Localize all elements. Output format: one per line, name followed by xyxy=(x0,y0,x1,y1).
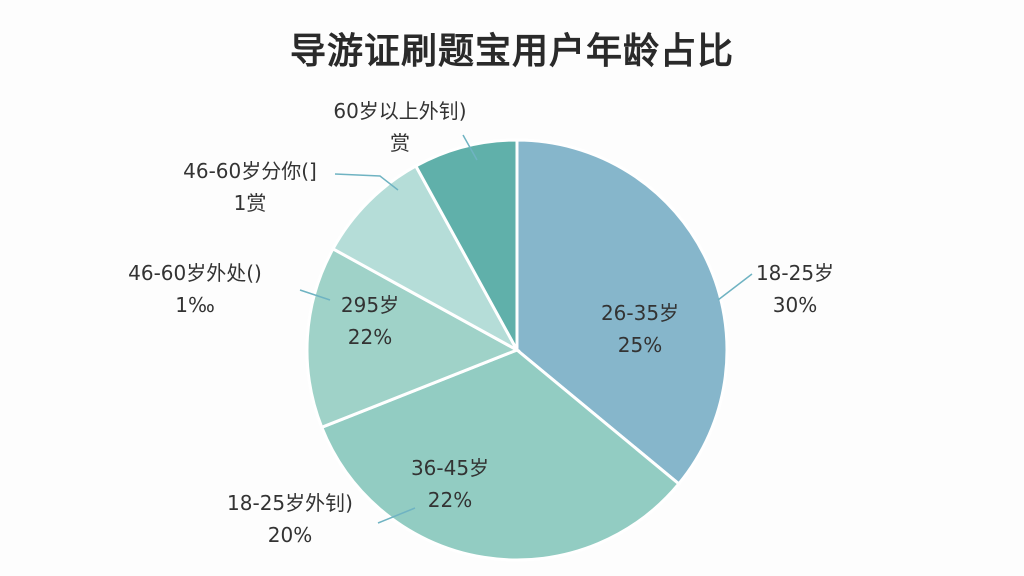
slice-outer-label-2-0: 46-60岁外处() xyxy=(128,261,262,285)
slice-outer-label-1-0: 18-25岁外钊) xyxy=(227,491,353,515)
pie-slice-0 xyxy=(515,138,729,486)
pie-slice-1 xyxy=(319,348,681,562)
slice-outer-label-3-1: 1赏 xyxy=(234,191,267,215)
slice-outer-label-4-0: 60岁以上外钊) xyxy=(333,99,466,123)
slice-outer-label-4-1: 赏 xyxy=(390,131,410,155)
slice-outer-label-0-1: 30% xyxy=(773,293,817,317)
slice-inner-label-0-0: 26-35岁 xyxy=(601,301,679,325)
leader-line-4 xyxy=(462,134,478,161)
slice-outer-label-2-1: 1‰ xyxy=(175,293,215,317)
slice-outer-label-1-1: 20% xyxy=(268,523,312,547)
leader-line-0 xyxy=(717,273,753,301)
slice-inner-label-2-0: 295岁 xyxy=(341,293,399,317)
slice-outer-label-3-0: 46-60岁分你(] xyxy=(183,159,317,183)
pie-slice-4 xyxy=(413,138,519,351)
pie-slice-2 xyxy=(305,246,521,430)
leader-line-2 xyxy=(299,289,331,301)
slice-inner-label-2-1: 22% xyxy=(348,325,392,349)
slice-outer-label-0-0: 18-25岁 xyxy=(756,261,834,285)
slice-inner-label-1-1: 22% xyxy=(428,488,472,512)
leader-line-3 xyxy=(334,173,399,191)
slice-inner-label-0-1: 25% xyxy=(618,333,662,357)
slice-inner-label-1-0: 36-45岁 xyxy=(411,456,489,480)
chart-title: 导游证刷题宝用户年龄占比 xyxy=(289,31,734,72)
pie-slice-3 xyxy=(330,163,521,354)
leader-line-1 xyxy=(377,507,416,524)
